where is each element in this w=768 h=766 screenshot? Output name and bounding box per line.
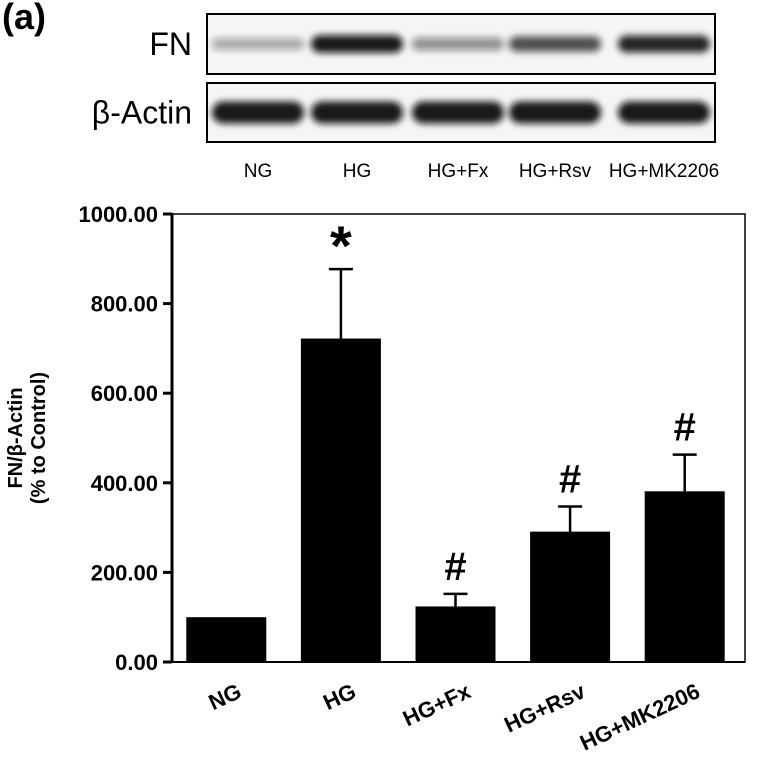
significance-marker: # bbox=[674, 406, 696, 450]
x-tick-label: HG+Fx bbox=[399, 678, 475, 731]
blot-band bbox=[412, 37, 504, 51]
blot-lane-label: HG+Fx bbox=[428, 161, 489, 182]
blot-band bbox=[311, 101, 403, 124]
x-tick-label: HG+MK2206 bbox=[576, 678, 703, 755]
bar-hg-fx bbox=[415, 606, 496, 662]
blot-lane-label: HG+MK2206 bbox=[609, 161, 719, 182]
y-axis-label-line2: (% to Control) bbox=[28, 372, 50, 504]
blot-lane-label: NG bbox=[244, 161, 273, 182]
blot-band bbox=[212, 101, 304, 124]
x-tick-label: HG+Rsv bbox=[500, 678, 589, 737]
y-tick-label: 400.00 bbox=[91, 471, 158, 496]
blot-band bbox=[311, 35, 403, 53]
blot-band bbox=[212, 38, 304, 50]
y-tick-label: 800.00 bbox=[91, 292, 158, 317]
blot-band bbox=[618, 35, 710, 53]
significance-marker: # bbox=[444, 545, 466, 589]
blot-band bbox=[618, 101, 710, 124]
y-tick-label: 1000.00 bbox=[78, 202, 158, 227]
blot-band bbox=[412, 101, 504, 124]
blot-band bbox=[509, 36, 601, 52]
significance-marker: * bbox=[330, 214, 352, 277]
x-tick-label: NG bbox=[205, 678, 245, 715]
y-tick-label: 200.00 bbox=[91, 560, 158, 585]
significance-marker: # bbox=[559, 458, 581, 502]
bar-hg-rsv bbox=[530, 531, 611, 662]
blot-band bbox=[509, 101, 601, 124]
y-tick-label: 0.00 bbox=[115, 650, 158, 675]
blot-row-label: FN bbox=[149, 26, 192, 62]
bar-hg-mk2206 bbox=[644, 491, 725, 662]
blot-lane-label: HG bbox=[343, 161, 372, 182]
blot-lane-label: HG+Rsv bbox=[519, 161, 592, 182]
x-tick-label: HG bbox=[319, 678, 359, 715]
western-blot: FN β-Actin NG HG HG+Fx HG+Rsv HG+MK2206 bbox=[92, 13, 719, 182]
panel-label: (a) bbox=[2, 0, 46, 37]
bar-ng bbox=[186, 617, 267, 662]
bar-hg bbox=[300, 338, 381, 662]
y-tick-label: 600.00 bbox=[91, 381, 158, 406]
blot-row-label: β-Actin bbox=[92, 95, 192, 131]
y-axis-label: FN/β-Actin bbox=[5, 387, 27, 488]
